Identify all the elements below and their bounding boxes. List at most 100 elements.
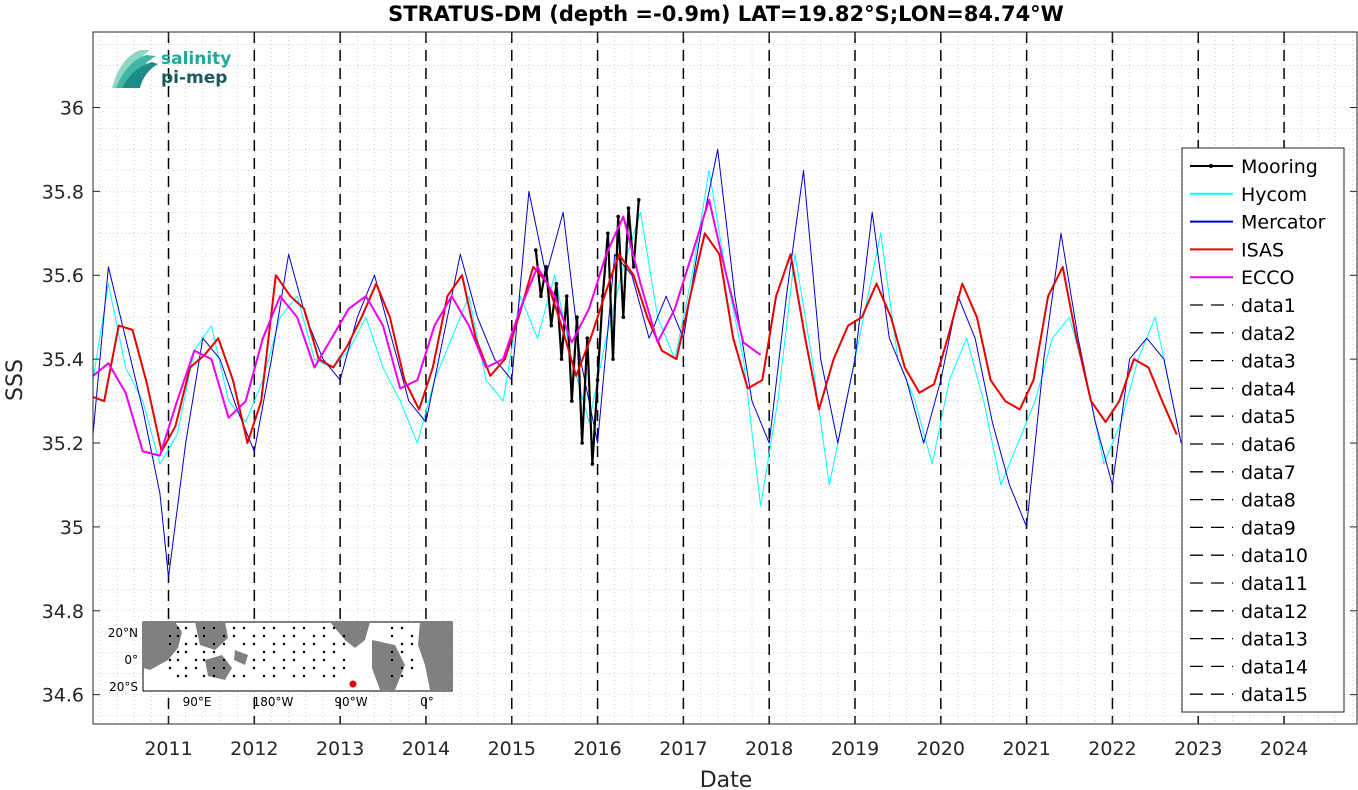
- legend-label-data3: data3: [1241, 351, 1296, 373]
- legend-label-data10: data10: [1241, 545, 1308, 567]
- inset-station-dot: [332, 642, 336, 646]
- inset-station-dot: [410, 642, 414, 646]
- dashed-year-lines: [167, 32, 1285, 724]
- legend-label-data4: data4: [1241, 378, 1296, 400]
- x-tick-label: 2024: [1260, 738, 1308, 760]
- inset-station-dot: [400, 650, 404, 654]
- inset-station-dot: [262, 650, 266, 654]
- inset-station-dot: [322, 626, 326, 630]
- inset-station-dot: [272, 674, 276, 678]
- mooring-point: [606, 231, 610, 236]
- inset-land: [143, 622, 452, 690]
- inset-station-dot: [202, 626, 206, 630]
- inset-station-dot: [302, 626, 306, 630]
- inset-station-dot: [390, 634, 394, 638]
- inset-station-dot: [222, 658, 226, 662]
- inset-station-dot: [212, 674, 216, 678]
- y-tick-label: 35.4: [42, 349, 84, 371]
- inset-station-dot: [176, 674, 180, 678]
- x-tick-label: 2016: [573, 738, 621, 760]
- legend-label-isas: ISAS: [1241, 239, 1284, 261]
- inset-station-dot: [282, 666, 286, 670]
- inset-station-dot: [232, 634, 236, 638]
- legend-label-data7: data7: [1241, 462, 1296, 484]
- inset-station-dot: [312, 642, 316, 646]
- y-tick-label: 35: [60, 517, 84, 539]
- inset-station-dot: [282, 658, 286, 662]
- y-tick-label: 34.8: [42, 601, 84, 623]
- inset-station-dot: [410, 666, 414, 670]
- legend-label-data9: data9: [1241, 517, 1296, 539]
- mooring-point: [595, 378, 600, 382]
- x-tick-label: 2023: [1174, 738, 1222, 760]
- y-tick-label: 35.6: [42, 265, 84, 287]
- inset-station-dot: [262, 634, 266, 638]
- x-tick-label: 2017: [659, 738, 707, 760]
- x-tick-label: 2019: [831, 738, 879, 760]
- inset-station-dot: [168, 642, 172, 646]
- mooring-point: [564, 294, 569, 299]
- x-tick-label: 2011: [144, 738, 192, 760]
- inset-station-dot: [252, 658, 256, 662]
- mooring-point: [539, 294, 543, 299]
- y-tick-label: 35.2: [42, 433, 84, 455]
- plot-series: [92, 148, 1182, 578]
- mooring-point: [533, 248, 538, 252]
- x-tick-label: 2021: [1002, 738, 1050, 760]
- mooring-point: [611, 357, 615, 361]
- mooring-point: [616, 214, 620, 219]
- inset-station-dot: [252, 634, 256, 638]
- inset-station-dot: [332, 626, 336, 630]
- legend-label-data13: data13: [1241, 629, 1308, 651]
- inset-map: 20°N 0° 20°S 90°E 180°W 90°W 0°: [108, 621, 453, 709]
- x-tick-label: 2015: [488, 738, 536, 760]
- inset-station-dot: [222, 634, 226, 638]
- inset-station-dot: [302, 674, 306, 678]
- x-tick-label: 2022: [1088, 738, 1136, 760]
- inset-station-dot: [410, 634, 414, 638]
- inset-station-dot: [292, 626, 296, 630]
- inset-station-dot: [302, 642, 306, 646]
- inset-station-dot: [168, 666, 172, 670]
- legend: Mooring Hycom Mercator ISAS ECCO data1 data2 da…: [1181, 147, 1345, 713]
- legend-box: [1181, 147, 1345, 713]
- inset-station-dot: [272, 666, 276, 670]
- x-axis-label: Date: [700, 768, 753, 790]
- inset-station-dot: [272, 650, 276, 654]
- inset-station-dot: [222, 642, 226, 646]
- x-tick-label: 2013: [316, 738, 364, 760]
- legend-swatch-dot: [1209, 164, 1213, 168]
- inset-station-dot: [322, 658, 326, 662]
- legend-label-mercator: Mercator: [1241, 212, 1326, 234]
- legend-label-data15: data15: [1241, 684, 1308, 706]
- inset-station-dot: [302, 650, 306, 654]
- y-axis-ticks: 34.6 34.8 35 35.2 35.4 35.6 35.8 36: [42, 97, 1357, 707]
- inset-station-dot: [242, 626, 246, 630]
- legend-label-data1: data1: [1241, 295, 1296, 317]
- inset-station-dot: [342, 642, 346, 646]
- inset-station-dot: [400, 642, 404, 646]
- inset-station-dot: [410, 658, 414, 662]
- inset-station-dot: [322, 650, 326, 654]
- mooring-location-marker: [349, 680, 357, 688]
- mooring-point: [590, 462, 595, 466]
- legend-label-data2: data2: [1241, 323, 1296, 345]
- inset-station-dot: [302, 666, 306, 670]
- logo-wave-icon: [112, 50, 158, 88]
- inset-station-dot: [168, 634, 172, 638]
- inset-station-dot: [262, 658, 266, 662]
- inset-station-dot: [322, 674, 326, 678]
- inset-station-dot: [194, 634, 198, 638]
- plot-frame: [92, 31, 1358, 725]
- inset-station-dot: [342, 634, 346, 638]
- inset-station-dot: [194, 658, 198, 662]
- x-tick-label: 2020: [917, 738, 965, 760]
- inset-station-dot: [232, 626, 236, 630]
- pimep-logo: salinity pi-mep: [112, 49, 231, 88]
- inset-lon-label-180w: 180°W: [253, 695, 294, 709]
- inset-station-dot: [292, 634, 296, 638]
- y-tick-label: 36: [60, 97, 84, 119]
- inset-lon-label-90e: 90°E: [183, 695, 212, 709]
- inset-station-dot: [332, 666, 336, 670]
- inset-station-dot: [312, 666, 316, 670]
